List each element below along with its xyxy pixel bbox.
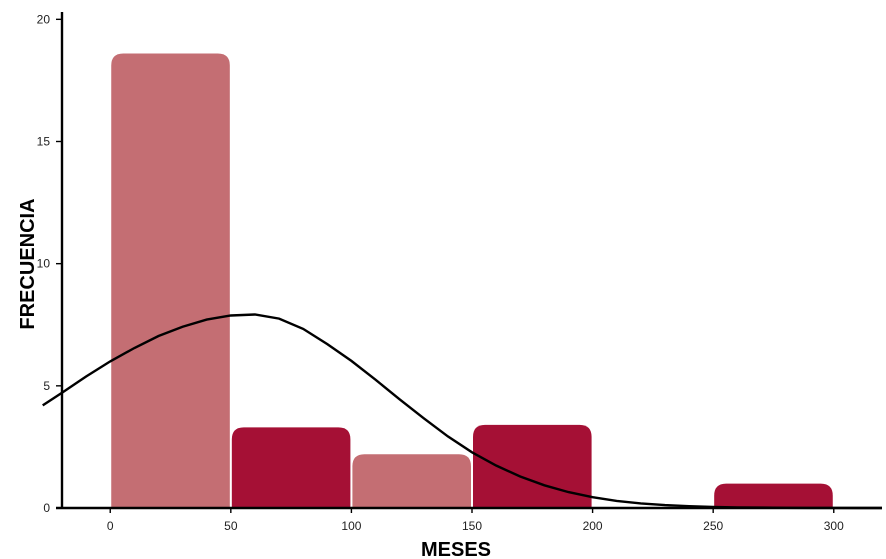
histogram-bar-5 bbox=[714, 483, 833, 508]
y-tick-label: 5 bbox=[43, 379, 50, 393]
histogram-bar-3 bbox=[352, 454, 471, 508]
x-tick-label: 0 bbox=[107, 519, 114, 533]
x-tick-label: 150 bbox=[462, 519, 482, 533]
bars-layer bbox=[111, 53, 833, 508]
x-tick-label: 200 bbox=[583, 519, 603, 533]
x-tick-label: 100 bbox=[341, 519, 361, 533]
y-tick-label: 10 bbox=[37, 257, 51, 271]
x-tick-label: 50 bbox=[224, 519, 238, 533]
axes-layer bbox=[56, 12, 882, 510]
histogram-bar-4 bbox=[473, 424, 592, 508]
x-axis-title: MESES bbox=[421, 539, 491, 559]
x-tick-label: 300 bbox=[824, 519, 844, 533]
y-axis-title: FRECUENCIA bbox=[17, 198, 39, 329]
y-tick-label: 20 bbox=[37, 12, 51, 26]
x-tick-label: 250 bbox=[703, 519, 723, 533]
histogram-bar-1 bbox=[111, 53, 230, 508]
y-tick-label: 15 bbox=[37, 134, 51, 148]
ticks-layer: 0 50 100 150 200 250 300 0 5 10 15 20 bbox=[37, 12, 844, 533]
y-tick-label: 0 bbox=[43, 501, 50, 515]
histogram-bar-2 bbox=[231, 427, 351, 508]
